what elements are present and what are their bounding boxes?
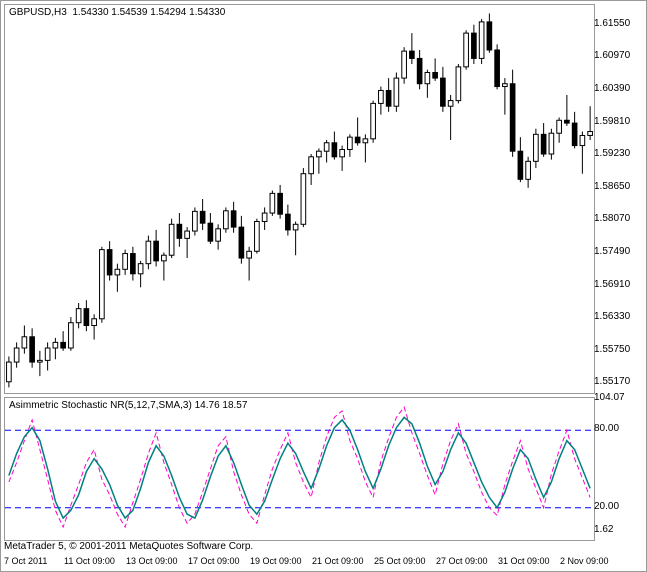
time-tick: 7 Oct 2011 <box>4 556 47 566</box>
time-tick: 17 Oct 09:00 <box>188 556 240 566</box>
time-tick: 2 Nov 09:00 <box>560 556 609 566</box>
indicator-tick: 80.00 <box>594 423 619 434</box>
time-tick: 25 Oct 09:00 <box>374 556 426 566</box>
price-tick: 1.61550 <box>594 18 630 29</box>
price-tick: 1.59810 <box>594 116 630 127</box>
indicator-chart[interactable]: Asimmetric Stochastic NR(5,12,7,SMA,3) 1… <box>4 397 595 541</box>
indicator-tick: 20.00 <box>594 501 619 512</box>
time-axis: 7 Oct 2011 11 Oct 09:00 13 Oct 09:00 17 Oct… <box>4 542 644 570</box>
indicator-tick: 1.62 <box>594 524 613 535</box>
symbol-title: GBPUSD,H3 1.54330 1.54539 1.54294 1.5433… <box>9 7 225 18</box>
price-tick: 1.59230 <box>594 148 630 159</box>
candlestick-svg <box>5 5 594 393</box>
indicator-tick: 104.07 <box>594 392 625 403</box>
indicator-title: Asimmetric Stochastic NR(5,12,7,SMA,3) 1… <box>9 400 247 411</box>
symbol-label: GBPUSD,H3 <box>9 7 67 18</box>
price-chart[interactable]: GBPUSD,H3 1.54330 1.54539 1.54294 1.5433… <box>4 4 595 394</box>
time-tick: 11 Oct 09:00 <box>64 556 115 566</box>
time-tick: 31 Oct 09:00 <box>498 556 550 566</box>
indicator-svg <box>5 398 594 540</box>
price-tick: 1.55750 <box>594 344 630 355</box>
price-tick: 1.60970 <box>594 50 630 61</box>
ohlc-values: 1.54330 1.54539 1.54294 1.54330 <box>72 7 225 18</box>
time-tick: 21 Oct 09:00 <box>312 556 364 566</box>
indicator-axis: 104.0780.0020.001.62 <box>594 397 644 539</box>
price-tick: 1.56910 <box>594 279 630 290</box>
price-tick: 1.58650 <box>594 181 630 192</box>
time-tick: 27 Oct 09:00 <box>436 556 488 566</box>
price-tick: 1.55170 <box>594 376 630 387</box>
price-tick: 1.60390 <box>594 83 630 94</box>
chart-container: GBPUSD,H3 1.54330 1.54539 1.54294 1.5433… <box>0 0 647 572</box>
time-tick: 13 Oct 09:00 <box>126 556 178 566</box>
price-tick: 1.58070 <box>594 213 630 224</box>
price-axis: 1.61550 1.60970 1.60390 1.59810 1.59230 1.586… <box>594 4 644 392</box>
price-tick: 1.57490 <box>594 246 630 257</box>
time-tick: 19 Oct 09:00 <box>250 556 302 566</box>
price-tick: 1.56330 <box>594 311 630 322</box>
